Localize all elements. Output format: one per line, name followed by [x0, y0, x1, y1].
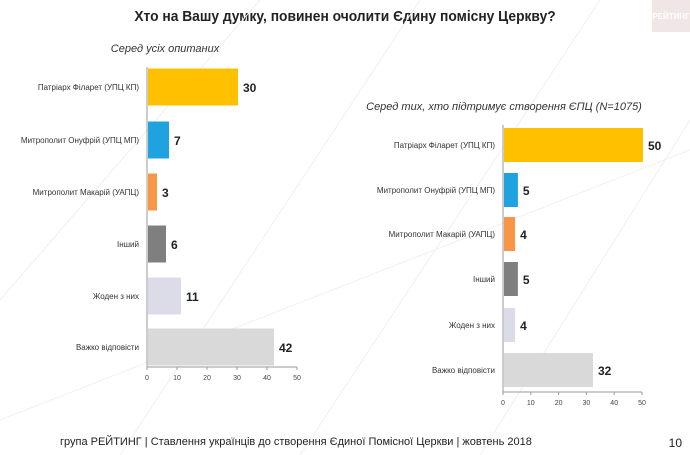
x-tick-label: 0	[501, 400, 505, 407]
category-label: Важко відповісти	[76, 343, 139, 352]
bar	[148, 68, 238, 106]
chart-subtitle: Серед тих, хто підтримує створення ЄПЦ (…	[366, 101, 642, 113]
data-label: 11	[186, 290, 199, 304]
data-label: 32	[598, 364, 612, 378]
bar	[504, 217, 516, 251]
data-label: 3	[162, 186, 169, 200]
bar	[504, 128, 643, 162]
data-label: 6	[171, 238, 178, 252]
x-tick-label: 50	[638, 400, 646, 407]
chart-subtitle: Серед усіх опитаних	[111, 43, 220, 55]
background-line	[299, 0, 601, 455]
bar	[504, 262, 518, 296]
data-label: 5	[523, 273, 530, 287]
bar	[148, 225, 166, 263]
x-tick-label: 20	[555, 400, 563, 407]
logo: РЕЙТИНГ	[652, 0, 690, 32]
category-label: Жоден з них	[93, 292, 139, 301]
bar	[148, 173, 157, 211]
x-tick-label: 40	[610, 400, 618, 407]
x-tick-label: 30	[233, 375, 241, 382]
category-label: Митрополит Макарій (УАПЦ)	[33, 188, 140, 197]
data-label: 4	[520, 228, 527, 242]
data-label: 30	[243, 81, 257, 95]
category-label: Митрополит Онуфрій (УПЦ МП)	[377, 186, 495, 195]
data-label: 5	[523, 184, 530, 198]
category-label: Інший	[473, 275, 495, 284]
x-tick-label: 40	[263, 375, 271, 382]
slide-title: Хто на Вашу думку, повинен очолити Єдину…	[134, 8, 556, 25]
x-tick-label: 10	[527, 400, 535, 407]
category-label: Важко відповісти	[432, 366, 495, 375]
data-label: 4	[520, 319, 527, 333]
page-number: 10	[668, 436, 682, 450]
bar	[148, 277, 181, 315]
background-line	[479, 119, 690, 455]
category-label: Жоден з них	[449, 321, 495, 330]
x-tick-label: 50	[293, 375, 301, 382]
x-tick-label: 30	[583, 400, 591, 407]
x-tick-label: 10	[173, 375, 181, 382]
footer: група РЕЙТИНГ | Ставлення українців до с…	[60, 436, 532, 448]
data-label: 7	[174, 134, 181, 148]
category-label: Митрополит Онуфрій (УПЦ МП)	[21, 136, 139, 145]
category-label: Патріарх Філарет (УПЦ КП)	[38, 83, 139, 92]
background-line	[0, 0, 261, 301]
x-tick-label: 0	[145, 375, 149, 382]
category-label: Патріарх Філарет (УПЦ КП)	[394, 141, 495, 150]
background-line	[0, 149, 690, 421]
x-tick-label: 20	[203, 375, 211, 382]
data-label: 42	[279, 341, 293, 355]
bar	[148, 328, 274, 366]
bar	[504, 173, 518, 207]
data-label: 50	[648, 139, 662, 153]
bar	[148, 121, 169, 159]
bar	[504, 353, 593, 387]
category-label: Інший	[117, 240, 139, 249]
category-label: Митрополит Макарій (УАПЦ)	[389, 230, 496, 239]
background-line	[119, 0, 421, 455]
bar	[504, 308, 516, 342]
